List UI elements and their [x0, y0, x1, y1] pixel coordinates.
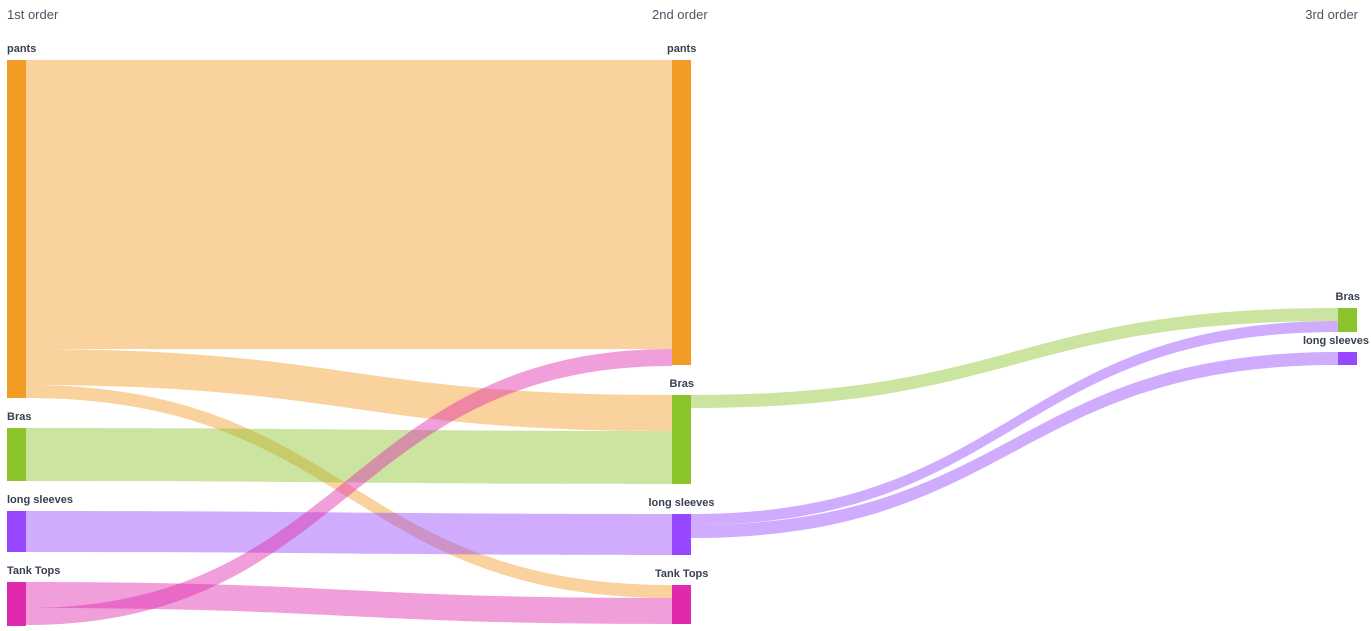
node-label-2-tt: Tank Tops — [655, 568, 709, 580]
link-1-bras-to-2-bras[interactable] — [26, 428, 672, 484]
node-2-bras[interactable] — [672, 395, 691, 484]
node-label-2-pants: pants — [667, 43, 697, 55]
node-label-1-bras: Bras — [7, 411, 32, 423]
link-1-tt-to-2-pants[interactable] — [26, 349, 672, 625]
node-label-2-ls: long sleeves — [648, 497, 715, 509]
links-layer — [26, 60, 1338, 625]
node-label-3-bras: Bras — [1335, 291, 1360, 303]
link-1-ls-to-2-ls[interactable] — [26, 511, 672, 555]
node-1-pants[interactable] — [7, 60, 26, 398]
node-2-pants[interactable] — [672, 60, 691, 365]
link-2-ls-to-3-ls[interactable] — [691, 352, 1338, 538]
node-1-ls[interactable] — [7, 511, 26, 552]
node-1-bras[interactable] — [7, 428, 26, 481]
node-2-tt[interactable] — [672, 585, 691, 624]
link-1-tt-to-2-tt[interactable] — [26, 582, 672, 624]
column-title-2nd-order: 2nd order — [652, 7, 708, 22]
column-title-1st-order: 1st order — [7, 7, 59, 22]
node-2-ls[interactable] — [672, 514, 691, 555]
node-label-1-ls: long sleeves — [7, 494, 74, 506]
node-label-2-bras: Bras — [669, 378, 694, 390]
column-title-3rd-order: 3rd order — [1305, 7, 1358, 22]
node-3-bras[interactable] — [1338, 308, 1357, 332]
link-1-pants-to-2-bras[interactable] — [26, 349, 672, 431]
link-1-pants-to-2-tt[interactable] — [26, 385, 672, 598]
node-1-tt[interactable] — [7, 582, 26, 626]
node-label-3-ls: long sleeves — [1303, 335, 1370, 347]
link-2-bras-to-3-bras[interactable] — [691, 308, 1338, 408]
link-2-ls-to-3-bras[interactable] — [691, 321, 1338, 525]
node-label-1-tt: Tank Tops — [7, 565, 61, 577]
link-1-pants-to-2-pants[interactable] — [26, 60, 672, 349]
node-3-ls[interactable] — [1338, 352, 1357, 365]
nodes-layer — [7, 60, 1357, 626]
node-label-1-pants: pants — [7, 43, 37, 55]
